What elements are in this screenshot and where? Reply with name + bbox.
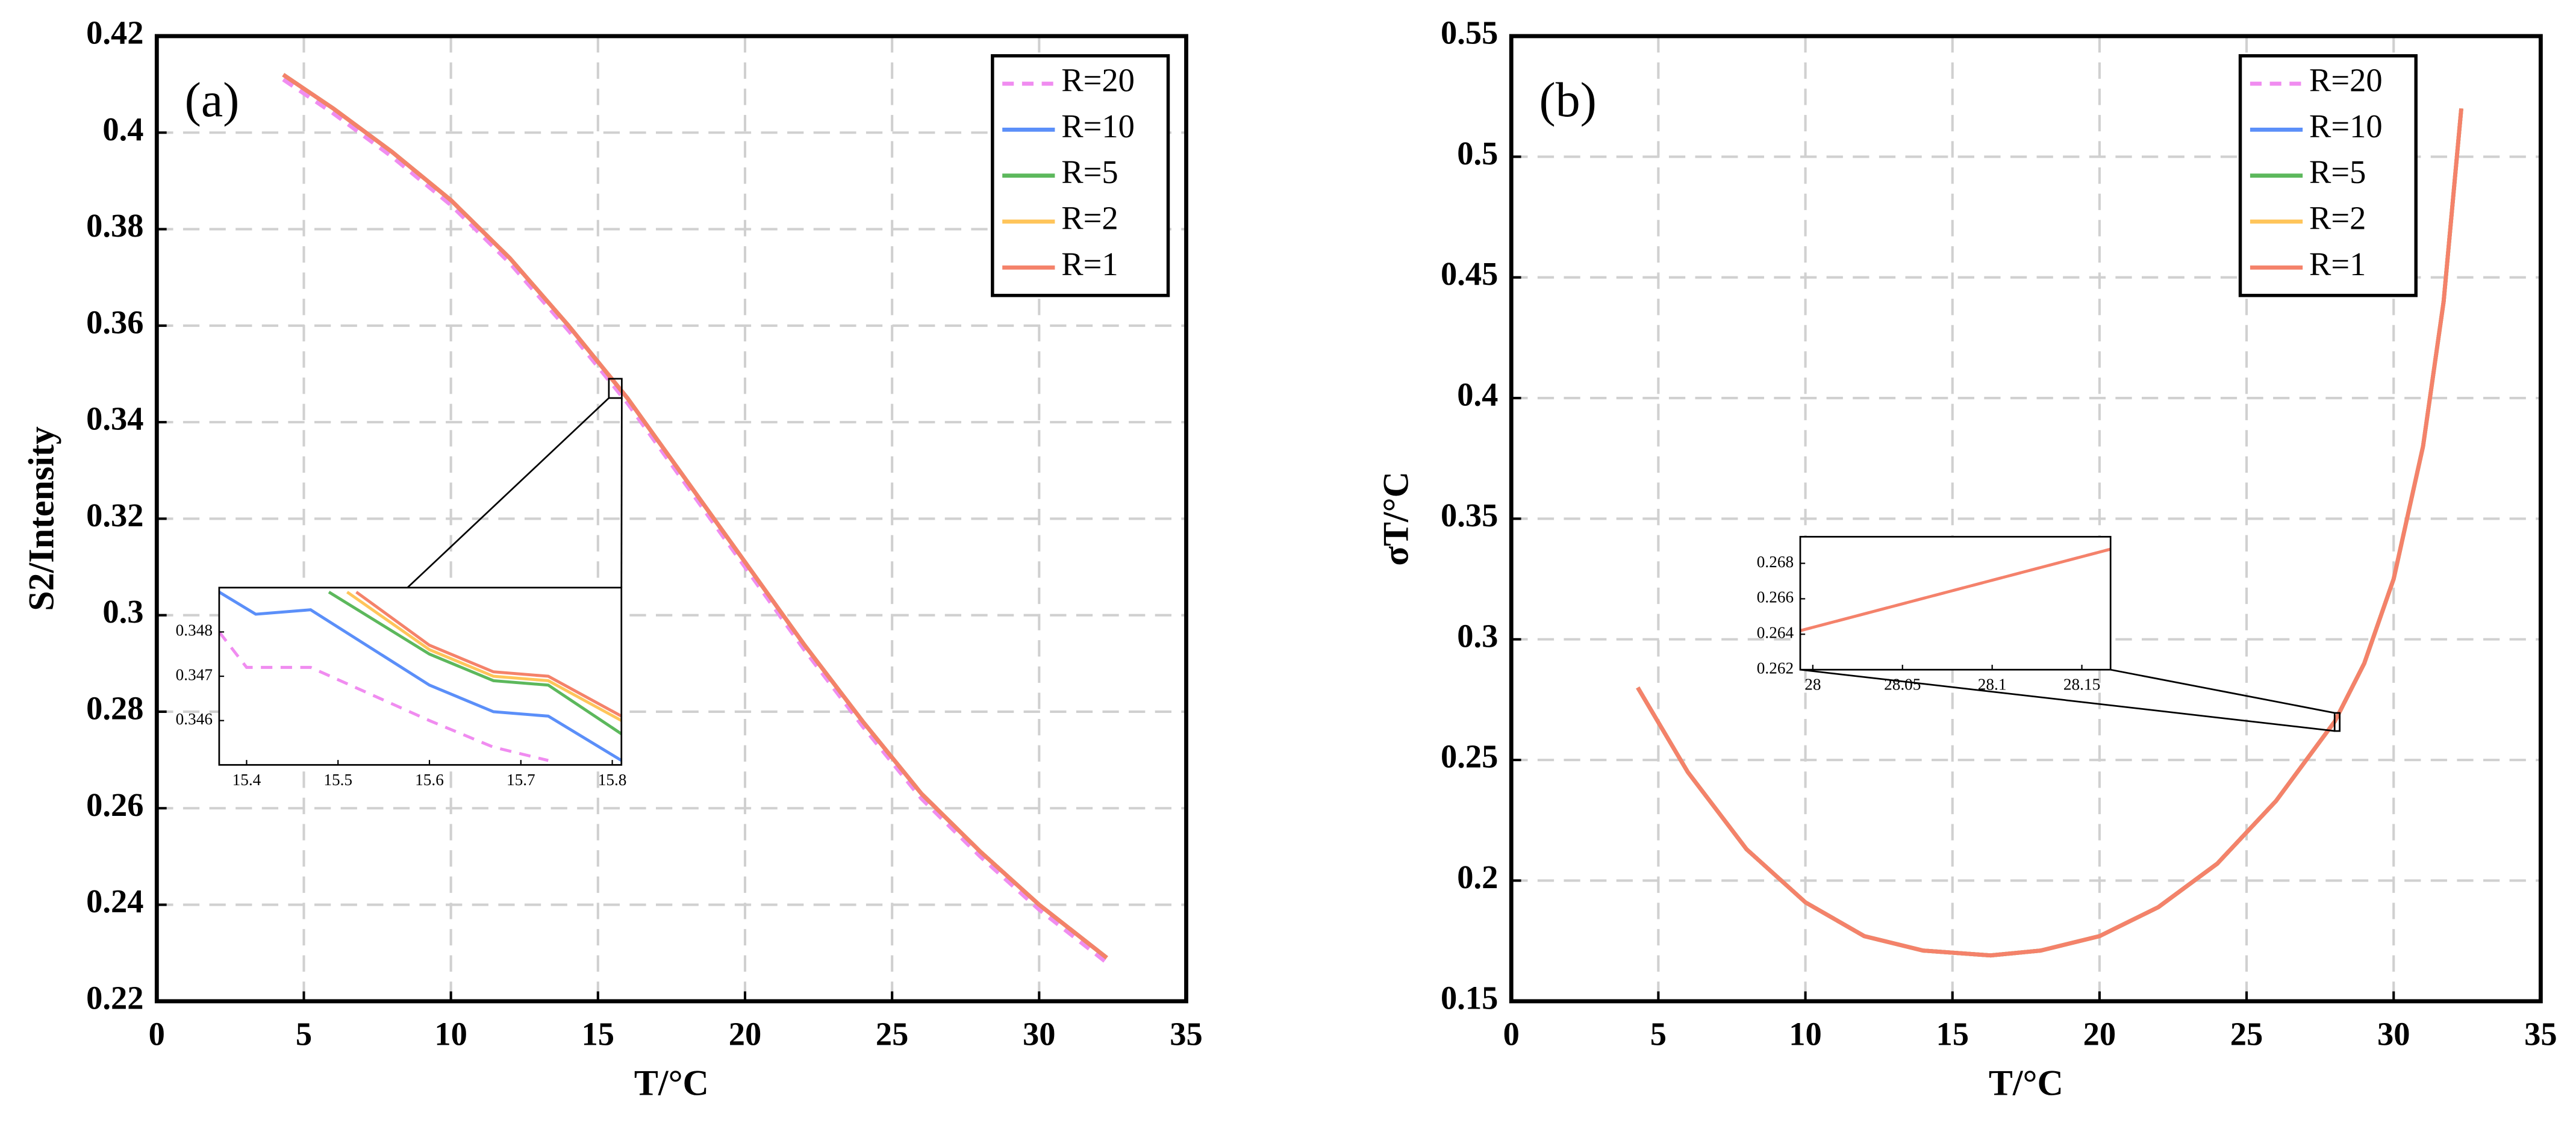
legend-label: R=5: [2309, 154, 2366, 190]
y-tick-label: 0.38: [86, 207, 143, 244]
inset-frame: [1799, 536, 2112, 671]
series-line: [1636, 108, 2463, 958]
legend-label: R=20: [2309, 62, 2383, 99]
series-line: [219, 630, 549, 762]
zoom-box: [608, 378, 623, 399]
series-line: [219, 591, 622, 762]
panel-label: (a): [185, 72, 240, 127]
inset-area: [219, 587, 622, 765]
y-tick-label: 0.2: [1457, 859, 1498, 895]
y-tick-label: 0.3: [102, 593, 143, 630]
y-tick-label: 0.15: [1441, 979, 1498, 1016]
y-tick-label: 0.28: [86, 689, 143, 726]
series-line: [282, 73, 1108, 960]
inset-x-tick-label: 15.4: [232, 771, 261, 789]
legend-label: R=1: [2309, 246, 2366, 282]
x-tick-label: 0: [149, 1015, 165, 1052]
x-tick-label: 20: [2083, 1015, 2116, 1052]
inset-y-tick-label: 0.262: [1757, 659, 1794, 677]
x-tick-label: 35: [1170, 1015, 1203, 1052]
y-tick-label: 0.45: [1441, 255, 1498, 292]
zoom-connector: [2110, 668, 2335, 714]
zoom-connector: [1800, 668, 2335, 732]
y-tick-label: 0.4: [1457, 376, 1498, 413]
y-tick-label: 0.3: [1457, 617, 1498, 654]
legend-label: R=10: [2309, 108, 2383, 145]
legend-label: R=1: [1061, 246, 1118, 282]
inset-x-tick-label: 15.6: [415, 771, 444, 789]
series-line: [346, 591, 622, 722]
inset-x-tick-label: 15.5: [323, 771, 352, 789]
legend-label: R=10: [1061, 108, 1135, 145]
x-axis-label: T/°C: [1989, 1063, 2063, 1103]
y-tick-label: 0.26: [86, 786, 143, 823]
legend-label: R=2: [1061, 200, 1118, 237]
y-tick-label: 0.24: [86, 883, 143, 919]
x-tick-label: 5: [296, 1015, 312, 1052]
y-tick-label: 0.34: [86, 400, 143, 437]
x-tick-label: 30: [1023, 1015, 1056, 1052]
axes-frame: [154, 34, 1188, 1004]
inset-y-tick-label: 0.348: [176, 621, 213, 639]
legend-label: R=2: [2309, 200, 2366, 237]
y-tick-label: 0.35: [1441, 497, 1498, 533]
x-tick-label: 20: [729, 1015, 762, 1052]
inset-x-tick-label: 28.15: [2063, 676, 2100, 694]
y-axis-label: σT/°C: [1376, 471, 1416, 566]
inset-x-tick-label: 28: [1804, 676, 1821, 694]
inset-area: [1800, 537, 2111, 670]
inset-x-tick-label: 28.1: [1978, 676, 2007, 694]
x-tick-label: 25: [2230, 1015, 2263, 1052]
inset-y-tick-label: 0.347: [176, 665, 213, 683]
y-tick-label: 0.22: [86, 979, 143, 1016]
inset-x-tick-label: 15.8: [598, 771, 627, 789]
y-tick-label: 0.55: [1441, 14, 1498, 51]
y-tick-label: 0.36: [86, 303, 143, 340]
legend-label: R=20: [1061, 62, 1135, 99]
x-tick-label: 0: [1503, 1015, 1520, 1052]
x-tick-label: 25: [876, 1015, 909, 1052]
zoom-box: [2333, 712, 2341, 732]
panel-label: (b): [1539, 72, 1597, 127]
legend-label: R=5: [1061, 154, 1118, 190]
inset-x-tick-label: 28.05: [1884, 676, 1921, 694]
x-axis-label: T/°C: [634, 1063, 709, 1103]
x-tick-label: 10: [434, 1015, 467, 1052]
series-line: [282, 78, 1108, 965]
y-tick-label: 0.4: [102, 111, 143, 148]
y-tick-label: 0.5: [1457, 135, 1498, 172]
inset-y-tick-label: 0.268: [1757, 553, 1794, 571]
x-tick-label: 5: [1650, 1015, 1667, 1052]
series-line: [355, 591, 622, 718]
axes-frame: [1509, 34, 2543, 1004]
x-tick-label: 35: [2524, 1015, 2557, 1052]
series-line: [328, 591, 622, 735]
y-axis-label: S2/Intensity: [22, 426, 61, 611]
x-tick-label: 15: [582, 1015, 615, 1052]
x-tick-label: 30: [2377, 1015, 2410, 1052]
y-tick-label: 0.32: [86, 497, 143, 533]
inset-y-tick-label: 0.346: [176, 710, 213, 728]
x-tick-label: 15: [1936, 1015, 1969, 1052]
series-line: [1800, 547, 2111, 632]
x-tick-label: 10: [1789, 1015, 1821, 1052]
inset-y-tick-label: 0.266: [1757, 588, 1794, 606]
inset-x-tick-label: 15.7: [507, 771, 535, 789]
inset-y-tick-label: 0.264: [1757, 624, 1794, 642]
y-tick-label: 0.42: [86, 14, 143, 51]
y-tick-label: 0.25: [1441, 738, 1498, 775]
